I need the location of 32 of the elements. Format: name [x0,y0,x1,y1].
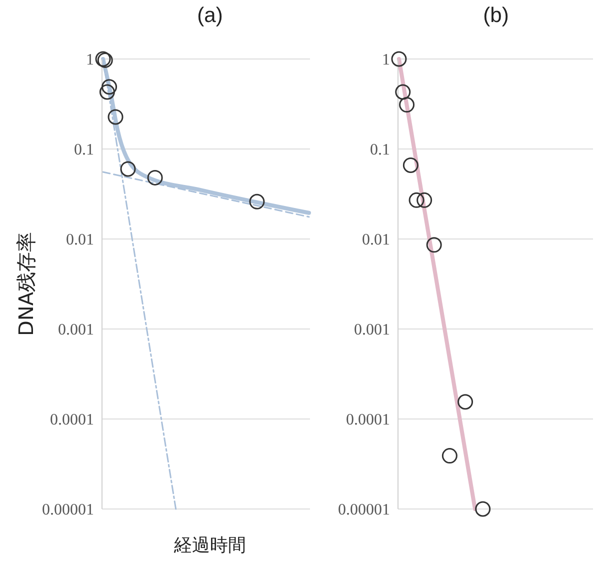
point [249,194,265,210]
point [108,109,124,125]
point [395,84,411,100]
point [408,192,424,208]
y-tick-label: 0.1 [74,142,94,159]
point [399,97,415,113]
point [475,501,491,517]
point [402,157,418,173]
y-tick-label: 0.00001 [42,502,94,519]
y-tick-label: 1 [382,52,390,69]
point [416,192,432,208]
y-tick-label: 0.00001 [338,502,390,519]
x-axis-title: 経過時間 [173,534,247,557]
point [120,161,136,177]
y-tick-label: 0.0001 [346,412,390,429]
point [458,394,474,410]
chart-title: (a) [196,4,224,28]
y-tick-label: 0.001 [354,322,390,339]
y-tick-label: 0.01 [362,232,390,249]
point [99,84,115,100]
point [147,170,163,186]
point [426,237,442,253]
y-axis-title: DNA残存率 [14,232,38,336]
point [442,448,458,464]
y-tick-label: 1 [86,52,94,69]
point [102,79,118,95]
point [391,51,407,67]
chart-title: (b) [482,4,510,28]
y-tick-label: 0.01 [66,232,94,249]
y-tick-label: 0.0001 [50,412,94,429]
y-tick-label: 0.1 [370,142,390,159]
y-tick-label: 0.001 [58,322,94,339]
